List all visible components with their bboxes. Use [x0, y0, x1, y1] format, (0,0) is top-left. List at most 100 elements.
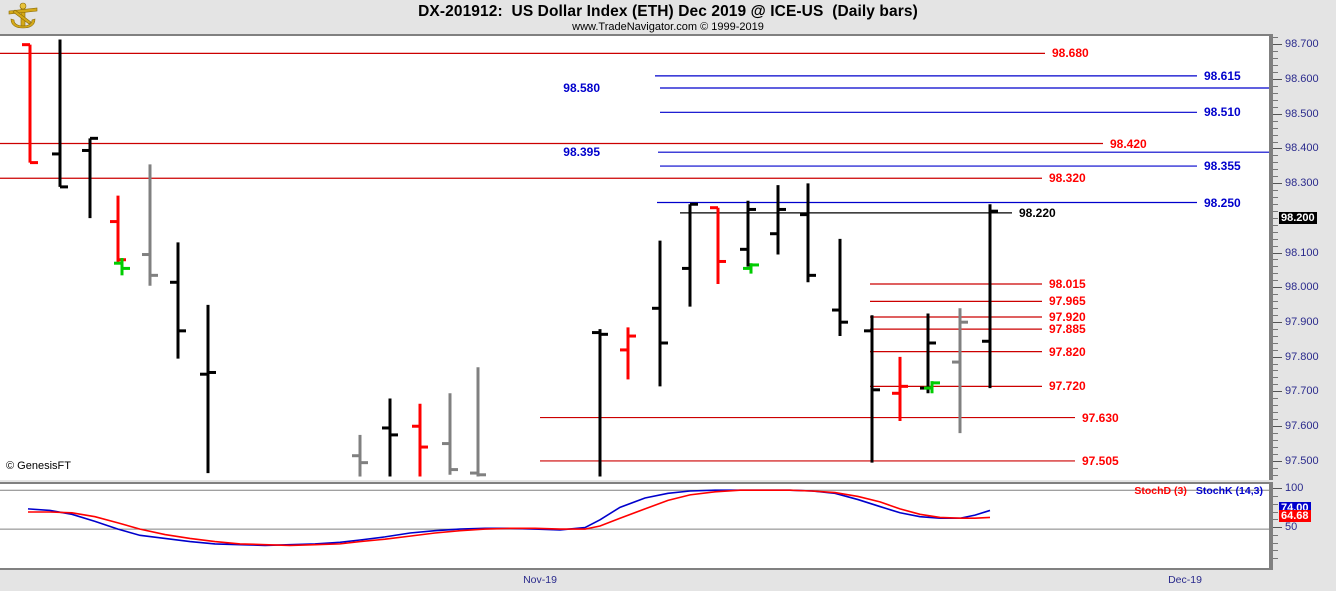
- stochastic-plot-svg: [0, 489, 1269, 547]
- ohlc-bar[interactable]: [200, 304, 216, 474]
- stochastic-value-marker[interactable]: 64.68: [1279, 509, 1311, 522]
- date-axis[interactable]: Nov-19 Dec-19: [0, 570, 1336, 591]
- price-level-label: 98.420: [1110, 136, 1147, 151]
- axis-tick-minor: [1273, 519, 1278, 521]
- price-level-label: 98.320: [1049, 171, 1086, 186]
- axis-tick: [1273, 287, 1282, 289]
- ohlc-bar[interactable]: [114, 258, 130, 276]
- price-level-label: 98.015: [1049, 277, 1086, 292]
- price-chart-panel[interactable]: 98.680 98.615 98.580 98.510 98.420 98.395 98.3…: [0, 34, 1271, 480]
- axis-tick-minor: [1273, 370, 1278, 372]
- axis-tick-label: 97.700: [1285, 385, 1319, 398]
- axis-tick: [1273, 488, 1282, 490]
- price-level-label: 97.720: [1049, 379, 1086, 394]
- axis-tick-minor: [1273, 203, 1278, 205]
- axis-tick-minor: [1273, 342, 1278, 344]
- ohlc-bar[interactable]: [924, 381, 940, 394]
- axis-tick-minor: [1273, 238, 1278, 240]
- axis-tick-minor: [1273, 363, 1278, 365]
- axis-tick-label: 97.500: [1285, 454, 1319, 467]
- axis-tick-minor: [1273, 141, 1278, 143]
- ohlc-bar[interactable]: [832, 238, 848, 337]
- axis-tick: [1273, 321, 1282, 323]
- axis-tick-minor: [1273, 474, 1278, 476]
- axis-tick-label: 50: [1285, 521, 1298, 534]
- axis-tick-minor: [1273, 51, 1278, 53]
- axis-tick-minor: [1273, 266, 1278, 268]
- legend-stoch-d: StochD (3): [1134, 485, 1187, 497]
- price-axis[interactable]: 98.700 98.600 98.500 98.400 98.300 98.100 98.0…: [1271, 34, 1336, 480]
- axis-tick-label: 98.300: [1285, 177, 1319, 190]
- stochastic-axis[interactable]: 100 50 74.00 64.68: [1271, 482, 1336, 570]
- axis-tick: [1273, 425, 1282, 427]
- price-level-label: 98.510: [1204, 105, 1241, 120]
- ohlc-bar[interactable]: [22, 43, 38, 165]
- axis-tick-label: 97.600: [1285, 419, 1319, 432]
- axis-tick-minor: [1273, 273, 1278, 275]
- price-level-label: 97.630: [1082, 410, 1119, 425]
- axis-tick-minor: [1273, 301, 1278, 303]
- axis-tick-minor: [1273, 259, 1278, 261]
- axis-tick-minor: [1273, 162, 1278, 164]
- axis-tick: [1273, 79, 1282, 81]
- ohlc-bar[interactable]: [743, 263, 759, 274]
- axis-tick-minor: [1273, 217, 1278, 219]
- axis-tick-minor: [1273, 169, 1278, 171]
- indicator-legend: StochD (3) StochK (14,3): [1134, 485, 1263, 497]
- axis-tick-minor: [1273, 224, 1278, 226]
- ohlc-bar[interactable]: [82, 136, 98, 219]
- axis-tick-minor: [1273, 432, 1278, 434]
- ohlc-bar[interactable]: [52, 39, 68, 189]
- current-price-marker[interactable]: 98.200: [1279, 211, 1317, 224]
- ohlc-bar[interactable]: [892, 356, 908, 422]
- ohlc-bar[interactable]: [382, 398, 398, 477]
- ohlc-bar[interactable]: [442, 393, 458, 475]
- axis-tick: [1273, 391, 1282, 393]
- ohlc-bar[interactable]: [864, 315, 880, 463]
- stochastic-indicator-panel[interactable]: StochD (3) StochK (14,3): [0, 482, 1271, 570]
- ohlc-bar[interactable]: [770, 185, 786, 255]
- ohlc-bar[interactable]: [170, 242, 186, 359]
- axis-tick: [1273, 183, 1282, 185]
- axis-tick-label: 98.700: [1285, 38, 1319, 51]
- axis-tick-minor: [1273, 37, 1278, 39]
- copyright-watermark: © GenesisFT: [6, 460, 71, 472]
- axis-tick-label: 97.800: [1285, 350, 1319, 363]
- ohlc-bar[interactable]: [982, 204, 998, 389]
- price-level-label: 98.615: [1204, 68, 1241, 83]
- ohlc-bar[interactable]: [710, 206, 726, 285]
- page-title: DX-201912: US Dollar Index (ETH) Dec 201…: [418, 3, 918, 20]
- axis-tick-minor: [1273, 231, 1278, 233]
- ohlc-bar[interactable]: [592, 329, 608, 477]
- stochastic-line[interactable]: [28, 489, 991, 547]
- ohlc-bar[interactable]: [620, 327, 636, 380]
- axis-tick-minor: [1273, 384, 1278, 386]
- axis-tick-minor: [1273, 453, 1278, 455]
- axis-tick-minor: [1273, 99, 1278, 101]
- ohlc-bar[interactable]: [142, 164, 158, 286]
- axis-tick-minor: [1273, 308, 1278, 310]
- price-level-label: 97.820: [1049, 344, 1086, 359]
- axis-tick-minor: [1273, 467, 1278, 469]
- ohlc-bar[interactable]: [110, 195, 126, 264]
- chart-header: DX-201912: US Dollar Index (ETH) Dec 201…: [0, 0, 1336, 34]
- ohlc-bar[interactable]: [470, 367, 486, 477]
- axis-tick-label: 98.000: [1285, 281, 1319, 294]
- ohlc-bar[interactable]: [652, 240, 668, 387]
- stochastic-line[interactable]: [27, 489, 991, 547]
- ohlc-bar[interactable]: [412, 403, 428, 477]
- ohlc-bar[interactable]: [920, 313, 936, 394]
- axis-tick-minor: [1273, 558, 1278, 560]
- axis-tick: [1273, 113, 1282, 115]
- axis-tick-minor: [1273, 92, 1278, 94]
- axis-tick-minor: [1273, 120, 1278, 122]
- price-level-label: 97.965: [1049, 294, 1086, 309]
- ohlc-bar[interactable]: [352, 434, 368, 477]
- ohlc-bar[interactable]: [682, 202, 698, 307]
- price-level-label: 98.220: [1019, 205, 1056, 220]
- ohlc-bar[interactable]: [740, 200, 756, 267]
- ohlc-bar[interactable]: [952, 308, 968, 434]
- axis-tick-minor: [1273, 245, 1278, 247]
- axis-tick-label: 98.600: [1285, 73, 1319, 86]
- ohlc-bar[interactable]: [800, 183, 816, 283]
